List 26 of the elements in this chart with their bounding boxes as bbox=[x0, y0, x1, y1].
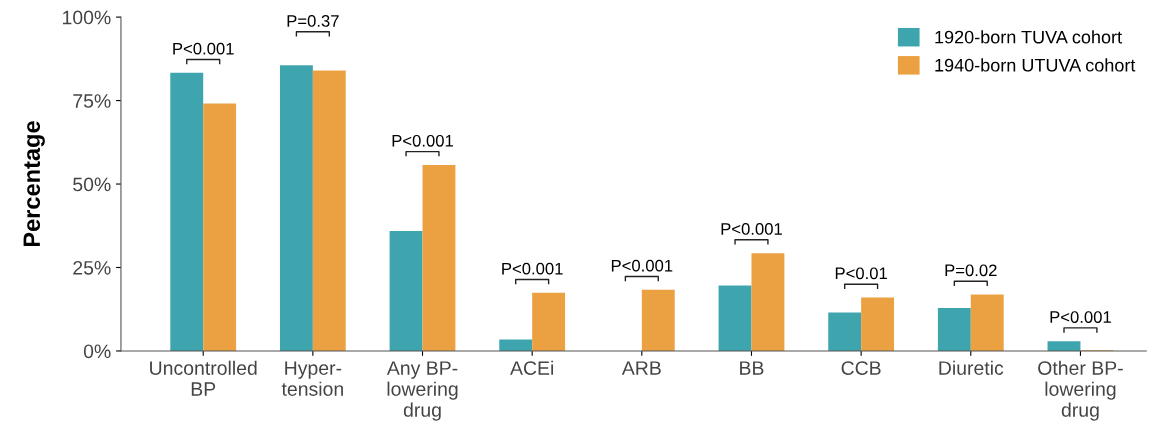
x-tick-label: ARB bbox=[621, 361, 661, 375]
annotation: P<0.001 bbox=[502, 262, 563, 275]
y-tick-label: 50% bbox=[73, 177, 111, 192]
annotation: P<0.001 bbox=[1050, 311, 1111, 323]
y-tick-label: 0% bbox=[83, 344, 111, 359]
annotation: P=0.37 bbox=[287, 15, 339, 27]
x-tick-label: ACEi bbox=[510, 360, 554, 375]
y-tick-label: 25% bbox=[73, 260, 111, 275]
x-tick-label: CCB bbox=[841, 361, 881, 375]
y-tick-label: 100% bbox=[62, 10, 111, 25]
x-tick-label: Other BP- lowering drug bbox=[1038, 360, 1123, 421]
x-tick-label: Diuretic bbox=[939, 360, 1004, 375]
y-tick-label: 75% bbox=[73, 94, 111, 108]
annotation: P=0.02 bbox=[945, 264, 997, 277]
x-tick-label: Any BP- lowering drug bbox=[386, 361, 458, 421]
annotation: P<0.001 bbox=[611, 259, 673, 272]
annotation: P<0.001 bbox=[173, 42, 234, 55]
x-tick-label: Uncontrolled BP bbox=[150, 360, 257, 396]
x-tick-label: Hyper- tension bbox=[281, 361, 343, 396]
legend-label: 1920-born TUVA cohort bbox=[935, 30, 1122, 44]
annotation: P<0.001 bbox=[721, 223, 782, 235]
annotation: P<0.001 bbox=[392, 134, 453, 147]
legend-label: 1940-born UTUVA cohort bbox=[935, 58, 1136, 72]
annotation: P<0.01 bbox=[835, 267, 887, 280]
x-tick-label: BB bbox=[740, 361, 764, 375]
y-axis-title: Percentage bbox=[23, 121, 45, 247]
